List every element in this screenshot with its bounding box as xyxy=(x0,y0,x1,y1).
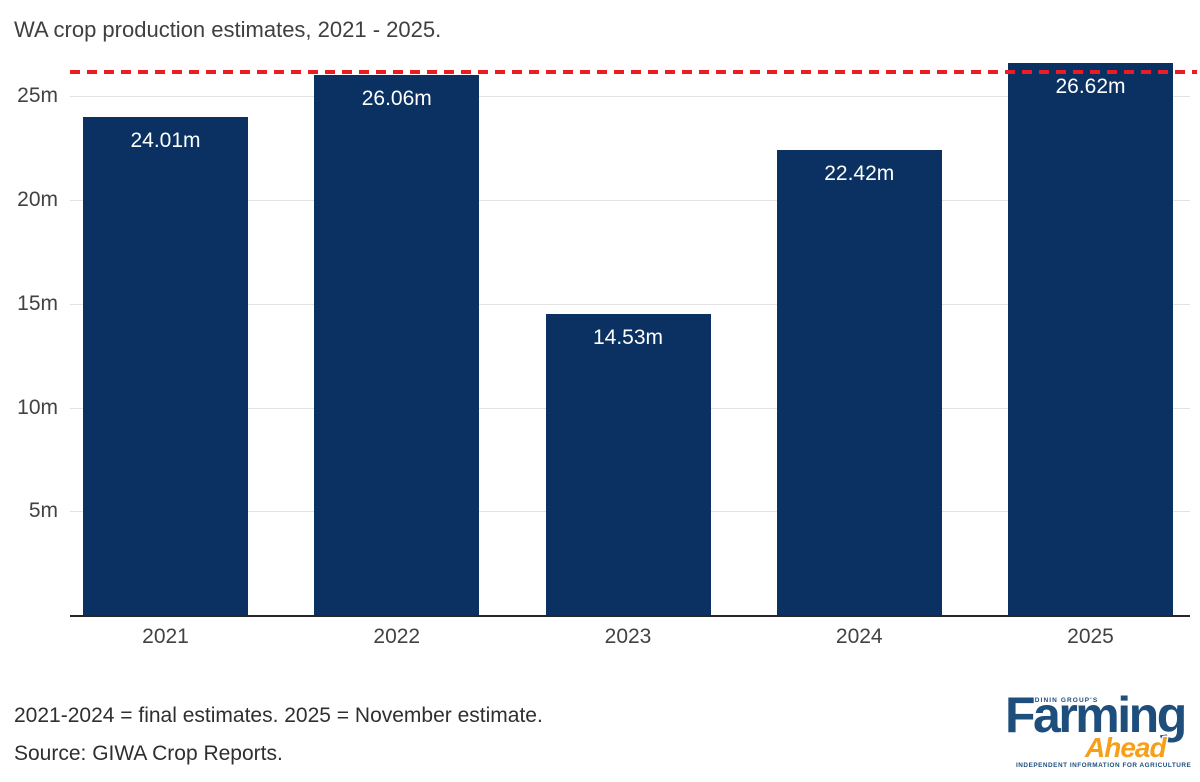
bar-value-label: 14.53m xyxy=(592,325,664,349)
x-tick-label-2022: 2022 xyxy=(373,625,421,648)
y-tick-label-15m: 15m xyxy=(17,291,58,315)
x-tick-label-2025: 2025 xyxy=(1067,625,1114,648)
logo-wordmark-farming: Farming xyxy=(1005,687,1187,743)
plot-area: 5m 10m 15m 20m 25m 24.01m 2021 26.06m 2022 14.53m… xyxy=(17,55,1197,648)
footnotes: 2021-2024 = final estimates. 2025 = Nove… xyxy=(14,697,543,773)
x-tick-label-2023: 2023 xyxy=(604,625,652,648)
bar-2021: 24.01m xyxy=(83,117,248,615)
y-tick-label-25m: 25m xyxy=(17,84,58,108)
bar-2022: 26.06m xyxy=(314,74,480,615)
gridline-20m xyxy=(70,200,1190,202)
x-axis-line xyxy=(70,615,1190,617)
gridline-15m xyxy=(70,303,1190,305)
bar-2025: 26.62m xyxy=(1008,62,1173,615)
farming-ahead-logo: KONDININ GROUP'S Farming Ahead INDEPENDE… xyxy=(1003,687,1199,780)
y-tick-label-10m: 10m xyxy=(17,395,58,419)
bar-2024: 22.42m xyxy=(776,150,942,615)
y-tick-label-20m: 20m xyxy=(17,188,58,212)
logo-tagline-text: INDEPENDENT INFORMATION FOR AGRICULTURE xyxy=(1016,762,1192,769)
y-tick-label-5m: 5m xyxy=(28,499,58,523)
record-reference-line xyxy=(70,70,1197,75)
x-tick-label-2021: 2021 xyxy=(142,625,189,648)
bar-value-label: 26.06m xyxy=(361,86,432,110)
bar-value-label: 24.01m xyxy=(130,129,201,153)
x-tick-label-2024: 2024 xyxy=(835,625,883,648)
footnote-estimates: 2021-2024 = final estimates. 2025 = Nove… xyxy=(14,704,543,727)
bar-value-label: 22.42m xyxy=(824,162,895,185)
footnote-source: Source: GIWA Crop Reports. xyxy=(14,742,283,765)
chart-title: WA crop production estimates, 2021 - 202… xyxy=(14,17,442,42)
logo-kicker-text: KONDININ GROUP'S xyxy=(1017,697,1099,704)
gridline-25m xyxy=(70,96,1190,98)
logo-wordmark-ahead: Ahead xyxy=(1085,732,1167,763)
bar-value-label: 26.62m xyxy=(1055,74,1126,98)
bar-2023: 14.53m xyxy=(545,313,711,615)
